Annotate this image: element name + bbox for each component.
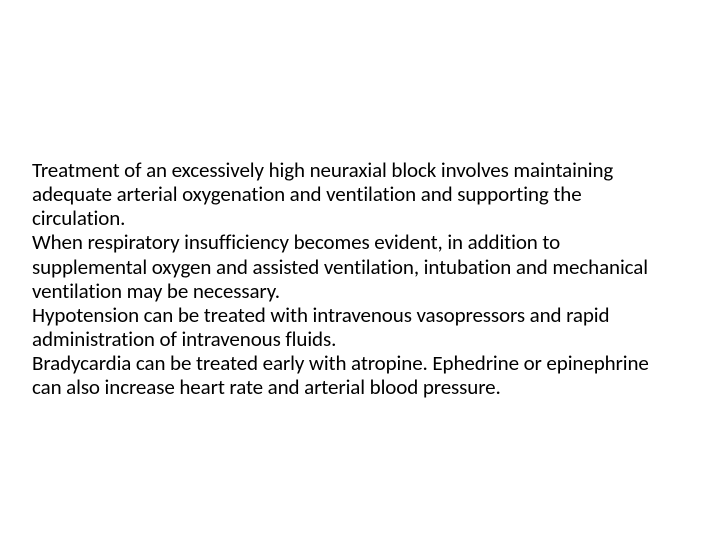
slide-text-content: Treatment of an excessively high neuraxi… (32, 158, 672, 399)
paragraph-hypotension: Hypotension can be treated with intraven… (32, 303, 672, 351)
slide-container: Treatment of an excessively high neuraxi… (0, 0, 720, 540)
paragraph-respiratory: When respiratory insufficiency becomes e… (32, 230, 672, 302)
paragraph-treatment: Treatment of an excessively high neuraxi… (32, 158, 672, 230)
paragraph-bradycardia: Bradycardia can be treated early with at… (32, 351, 672, 399)
